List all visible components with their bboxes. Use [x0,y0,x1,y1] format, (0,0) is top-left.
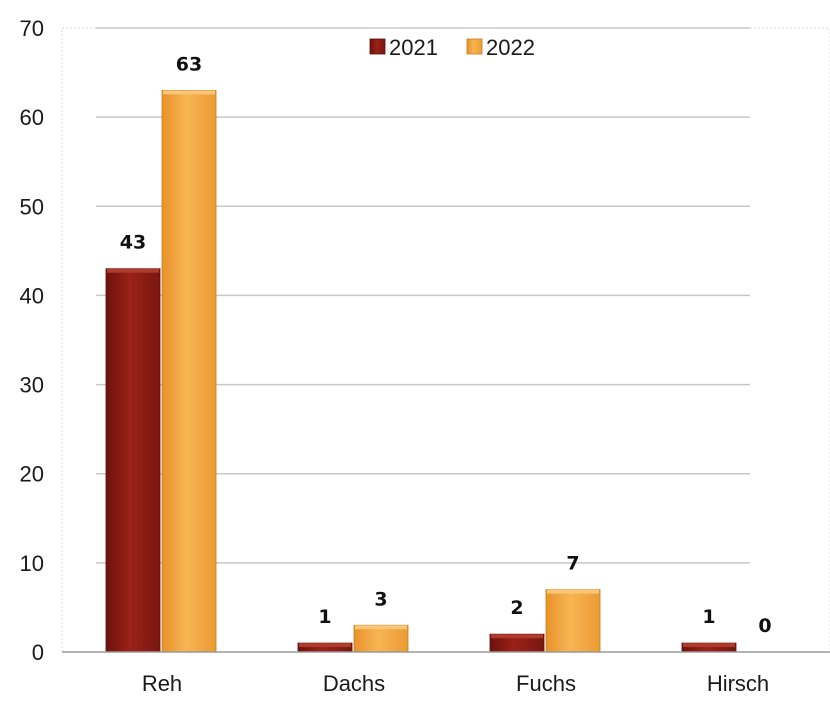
legend-label-2022: 2022 [486,35,535,60]
bar-2022-dachs [353,624,409,653]
data-label-2021-fuchs: 2 [510,597,523,619]
bar-top-2022-reh [163,90,215,95]
bar-top-2022-dachs [355,625,407,630]
bar-top-2021-hirsch [683,643,735,648]
y-tick-label: 30 [20,373,44,398]
bar-top-2022-fuchs [547,589,599,594]
y-tick-label: 60 [20,105,44,130]
data-label-2021-reh: 43 [120,232,146,254]
legend-swatch-2021 [369,38,386,55]
x-tick-label-dachs: Dachs [323,671,385,696]
bar-2022-fuchs [545,589,601,653]
data-label-2021-dachs: 1 [318,606,331,628]
bar-top-2021-fuchs [491,634,543,639]
y-tick-label: 0 [32,640,44,665]
data-label-2022-dachs: 3 [374,588,387,610]
bars [105,90,737,653]
x-tick-label-reh: Reh [142,671,182,696]
legend-label-2021: 2021 [389,35,438,60]
legend-swatch-2022 [466,38,483,55]
x-tick-label-hirsch: Hirsch [707,671,769,696]
data-labels: 43 63 1 3 2 7 1 0 [120,53,772,637]
y-tick-label: 70 [20,16,44,41]
bar-2021-reh [105,268,161,653]
data-label-2022-fuchs: 7 [566,553,579,575]
bar-top-2021-dachs [299,643,351,648]
data-label-2022-reh: 63 [176,53,202,75]
data-label-2021-hirsch: 1 [702,606,715,628]
data-label-2022-hirsch: 0 [758,615,771,637]
bar-2022-reh [161,90,217,653]
y-axis: 0 10 20 30 40 50 60 70 [20,16,44,665]
y-tick-label: 10 [20,551,44,576]
y-tick-label: 40 [20,283,44,308]
bar-top-2021-reh [107,268,159,273]
legend: 2021 2022 [369,35,535,60]
x-tick-label-fuchs: Fuchs [516,671,576,696]
x-axis: Reh Dachs Fuchs Hirsch [62,651,830,696]
y-tick-label: 20 [20,462,44,487]
y-tick-label: 50 [20,194,44,219]
